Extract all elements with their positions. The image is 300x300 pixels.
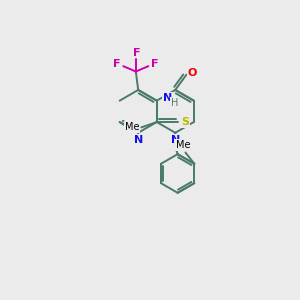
- Text: O: O: [188, 68, 197, 78]
- Text: N: N: [163, 93, 172, 103]
- Text: Me: Me: [124, 122, 139, 132]
- Text: N: N: [134, 135, 143, 145]
- Text: H: H: [171, 98, 178, 108]
- Text: F: F: [113, 59, 121, 69]
- Text: Me: Me: [176, 140, 190, 150]
- Text: S: S: [181, 117, 189, 127]
- Text: N: N: [171, 135, 180, 145]
- Text: F: F: [151, 59, 159, 69]
- Text: F: F: [133, 47, 140, 58]
